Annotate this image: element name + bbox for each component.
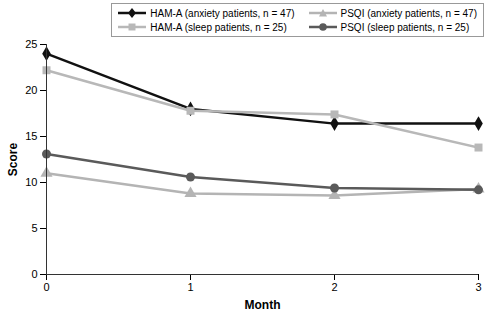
- html-text:HAM-A (anxiety patients, n = 4: HAM-A (anxiety patients, n = 47): [150, 7, 295, 19]
- svg-text:1: 1: [187, 281, 193, 293]
- html-text:PSQI (sleep patients, n = 25): PSQI (sleep patients, n = 25): [340, 21, 470, 33]
- svg-text:Score: Score: [6, 143, 20, 177]
- svg-text:0: 0: [31, 268, 37, 280]
- svg-text:10: 10: [25, 176, 37, 188]
- svg-text:Month: Month: [245, 298, 281, 312]
- svg-text:0: 0: [43, 281, 49, 293]
- svg-text:5: 5: [31, 222, 37, 234]
- html-text:HAM-A (sleep patients, n = 25): HAM-A (sleep patients, n = 25): [150, 21, 287, 33]
- svg-text:15: 15: [25, 130, 37, 142]
- svg-text:20: 20: [25, 84, 37, 96]
- html-text:PSQI (anxiety patients, n = 47: PSQI (anxiety patients, n = 47): [340, 7, 477, 19]
- svg-text:25: 25: [25, 38, 37, 50]
- svg-text:3: 3: [475, 281, 481, 293]
- svg-text:2: 2: [331, 281, 337, 293]
